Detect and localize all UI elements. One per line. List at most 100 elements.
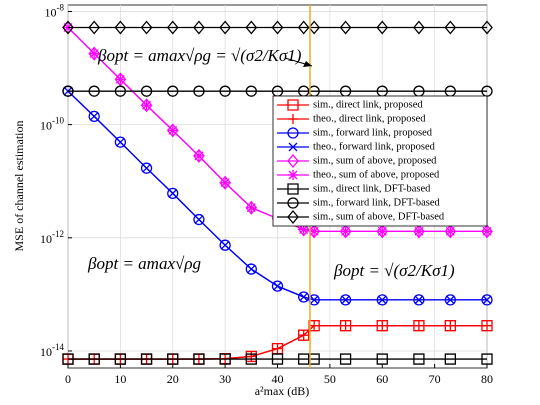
marker bbox=[245, 20, 258, 35]
marker bbox=[166, 20, 179, 35]
marker bbox=[88, 85, 100, 97]
legend-label: sim., direct link, DFT-based bbox=[313, 183, 431, 194]
marker bbox=[271, 280, 284, 292]
y-tick-label: 10-10 bbox=[40, 116, 64, 133]
marker bbox=[114, 85, 127, 97]
marker bbox=[193, 353, 205, 365]
legend-marker bbox=[287, 209, 299, 225]
legend-label: theo., sum of above, proposed bbox=[313, 169, 440, 180]
plot-area bbox=[62, 4, 493, 369]
marker bbox=[413, 20, 425, 35]
x-tick-label: 60 bbox=[376, 372, 388, 386]
marker bbox=[89, 48, 100, 59]
series-line bbox=[67, 90, 487, 301]
marker bbox=[445, 320, 456, 331]
x-tick-label: 30 bbox=[219, 372, 231, 386]
marker bbox=[377, 295, 387, 305]
marker bbox=[115, 74, 126, 85]
marker bbox=[219, 353, 231, 365]
marker bbox=[298, 329, 310, 341]
arrowhead bbox=[303, 61, 312, 67]
marker bbox=[88, 353, 100, 365]
marker bbox=[376, 224, 389, 239]
marker bbox=[341, 295, 351, 305]
marker bbox=[444, 224, 457, 239]
marker bbox=[62, 85, 74, 97]
legend-label: sim., forward link, proposed bbox=[313, 127, 433, 138]
marker bbox=[114, 353, 127, 365]
marker bbox=[140, 85, 153, 97]
annotation: βopt = amax√ρg bbox=[87, 254, 201, 273]
marker bbox=[246, 264, 256, 274]
annotation: βopt = √(σ2/Kσ1) bbox=[333, 261, 455, 280]
marker bbox=[309, 320, 320, 331]
marker bbox=[193, 85, 205, 97]
legend-label: theo., forward link, proposed bbox=[313, 141, 436, 152]
marker bbox=[140, 98, 153, 113]
legend-marker bbox=[287, 127, 299, 139]
marker bbox=[272, 343, 283, 354]
marker bbox=[444, 353, 456, 365]
marker bbox=[245, 85, 257, 97]
legend-marker bbox=[287, 99, 299, 111]
marker bbox=[140, 20, 153, 35]
legend-marker bbox=[288, 170, 298, 180]
x-tick-label: 10 bbox=[114, 372, 126, 386]
marker bbox=[168, 188, 178, 198]
marker bbox=[481, 320, 493, 332]
marker bbox=[88, 20, 101, 35]
marker bbox=[482, 320, 492, 331]
marker bbox=[297, 20, 310, 35]
marker bbox=[245, 353, 257, 365]
marker bbox=[245, 263, 257, 275]
x-tick-label: 20 bbox=[167, 372, 179, 386]
legend-label: sim., sum of above, DFT-based bbox=[313, 211, 445, 222]
marker bbox=[219, 175, 231, 190]
marker bbox=[482, 295, 492, 305]
y-tick-label: 10-12 bbox=[40, 229, 64, 246]
marker bbox=[167, 85, 179, 97]
marker bbox=[298, 224, 309, 235]
marker bbox=[308, 320, 320, 332]
marker bbox=[413, 320, 425, 332]
series bbox=[62, 353, 493, 365]
legend-label: theo., direct link, proposed bbox=[313, 113, 426, 124]
marker bbox=[481, 20, 493, 35]
marker bbox=[340, 226, 351, 237]
marker bbox=[62, 20, 74, 35]
legend-marker bbox=[287, 183, 299, 195]
marker bbox=[413, 224, 425, 239]
marker bbox=[298, 291, 310, 303]
legend: sim., direct link, proposed theo., direct… bbox=[272, 95, 488, 227]
legend-marker bbox=[287, 153, 299, 169]
legend-marker bbox=[288, 142, 298, 152]
marker bbox=[273, 281, 282, 291]
marker bbox=[246, 351, 257, 362]
marker bbox=[142, 163, 152, 173]
marker bbox=[245, 200, 258, 215]
marker bbox=[219, 85, 231, 97]
marker bbox=[376, 320, 388, 332]
legend-marker bbox=[287, 197, 299, 209]
marker bbox=[308, 353, 320, 365]
annotation: βopt = amax√ρg = √(σ2/Kσ1) bbox=[97, 46, 302, 65]
marker bbox=[309, 295, 319, 305]
x-tick-label: 0 bbox=[65, 372, 71, 386]
marker bbox=[271, 353, 284, 365]
marker bbox=[444, 20, 457, 35]
marker bbox=[219, 239, 231, 251]
marker bbox=[89, 111, 99, 121]
series-line bbox=[67, 27, 487, 232]
marker bbox=[88, 46, 101, 61]
marker bbox=[339, 20, 352, 35]
marker bbox=[308, 224, 321, 239]
y-tick-label: 10-8 bbox=[45, 3, 65, 20]
marker bbox=[167, 125, 178, 136]
marker bbox=[414, 295, 424, 305]
marker bbox=[445, 226, 456, 237]
marker bbox=[271, 20, 284, 35]
y-axis-label: MSE of channel estimation bbox=[12, 121, 26, 252]
marker bbox=[376, 353, 388, 365]
marker bbox=[115, 137, 125, 147]
x-axis-label: a²max (dB) bbox=[255, 384, 310, 398]
